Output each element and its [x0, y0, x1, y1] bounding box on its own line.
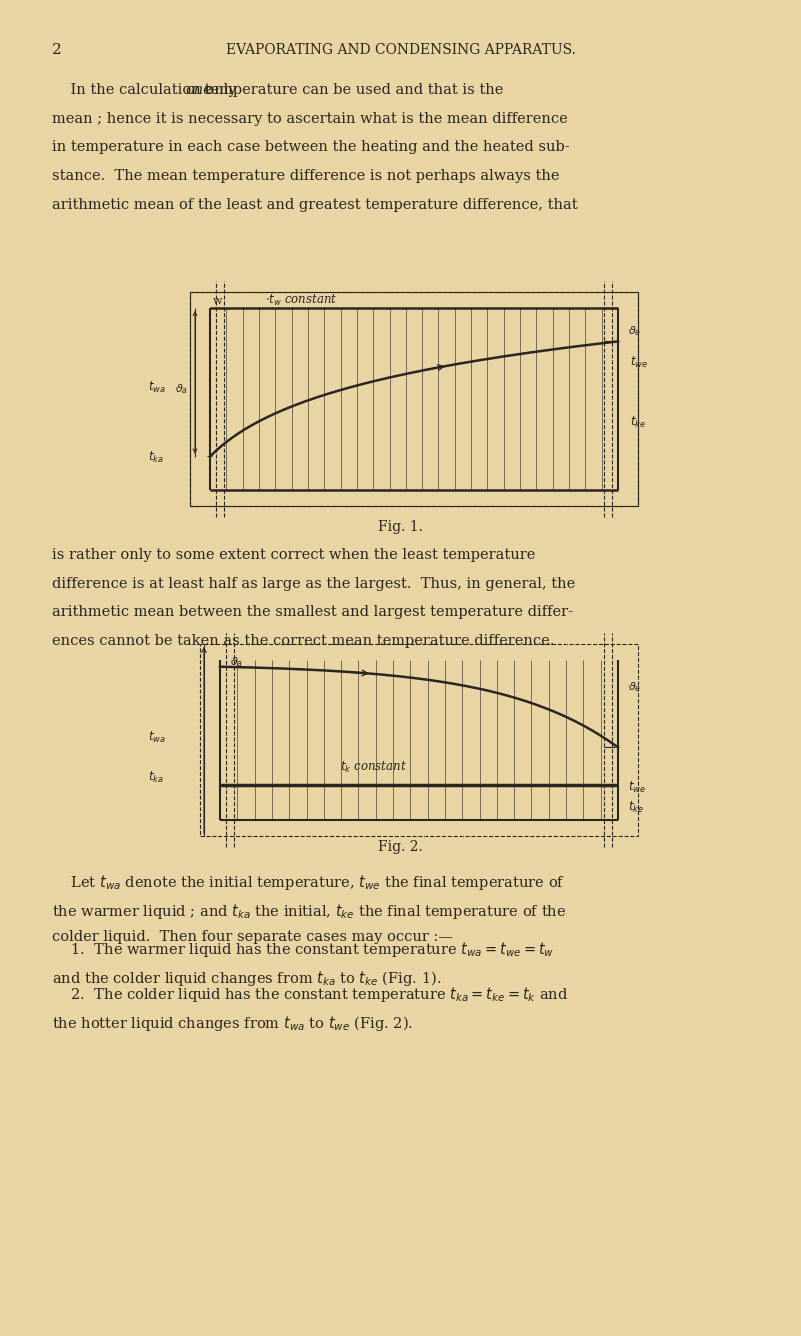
- Text: one: one: [186, 83, 212, 96]
- Text: $\vartheta_e$: $\vartheta_e$: [628, 325, 642, 338]
- Text: EVAPORATING AND CONDENSING APPARATUS.: EVAPORATING AND CONDENSING APPARATUS.: [226, 43, 575, 56]
- Bar: [200, 644, 638, 836]
- Bar: [190, 293, 638, 506]
- Text: $\cdot t_w$ constant: $\cdot t_w$ constant: [265, 293, 337, 309]
- Text: $\vartheta_a$: $\vartheta_a$: [230, 655, 244, 669]
- Text: In the calculation only: In the calculation only: [52, 83, 241, 96]
- Text: $t_{wa}$: $t_{wa}$: [148, 729, 166, 745]
- Text: $t_{ke}$: $t_{ke}$: [628, 800, 644, 815]
- Text: mean ; hence it is necessary to ascertain what is the mean difference: mean ; hence it is necessary to ascertai…: [52, 112, 568, 126]
- Text: Fig. 2.: Fig. 2.: [378, 840, 423, 854]
- Text: the hotter liquid changes from $t_{wa}$ to $t_{we}$ (Fig. 2).: the hotter liquid changes from $t_{wa}$ …: [52, 1014, 413, 1033]
- Text: $t_{wa}$: $t_{wa}$: [148, 379, 166, 395]
- Text: and the colder liquid changes from $t_{ka}$ to $t_{ke}$ (Fig. 1).: and the colder liquid changes from $t_{k…: [52, 969, 441, 987]
- Text: w: w: [213, 297, 223, 306]
- Text: stance.  The mean temperature difference is not perhaps always the: stance. The mean temperature difference …: [52, 170, 560, 183]
- Text: $t_{ka}$: $t_{ka}$: [148, 450, 164, 465]
- Text: $t_{ka}$: $t_{ka}$: [148, 770, 164, 786]
- Text: 2.  The colder liquid has the constant temperature $t_{ka} = t_{ke} = t_k$ and: 2. The colder liquid has the constant te…: [52, 985, 568, 1003]
- Text: the warmer liquid ; and $t_{ka}$ the initial, $t_{ke}$ the final temperature of : the warmer liquid ; and $t_{ka}$ the ini…: [52, 902, 566, 921]
- Text: arithmetic mean between the smallest and largest temperature differ-: arithmetic mean between the smallest and…: [52, 605, 573, 620]
- Text: Fig. 1.: Fig. 1.: [378, 520, 423, 534]
- Text: $t_k$ constant: $t_k$ constant: [340, 760, 407, 775]
- Text: ences cannot be taken as the correct mean temperature difference.: ences cannot be taken as the correct mea…: [52, 635, 554, 648]
- Text: $\vartheta_a$: $\vartheta_a$: [175, 382, 188, 395]
- Text: arithmetic mean of the least and greatest temperature difference, that: arithmetic mean of the least and greates…: [52, 198, 578, 211]
- Text: 2: 2: [52, 43, 62, 56]
- Text: difference is at least half as large as the largest.  Thus, in general, the: difference is at least half as large as …: [52, 577, 575, 591]
- Text: $t_{ke}$: $t_{ke}$: [630, 415, 646, 430]
- Text: colder liquid.  Then four separate cases may occur :—: colder liquid. Then four separate cases …: [52, 930, 453, 945]
- Text: is rather only to some extent correct when the least temperature: is rather only to some extent correct wh…: [52, 548, 535, 562]
- Text: 1.  The warmer liquid has the constant temperature $t_{wa} = t_{we} = t_w$: 1. The warmer liquid has the constant te…: [52, 941, 554, 959]
- Text: $t_{we}$: $t_{we}$: [630, 355, 648, 370]
- Text: Let $t_{wa}$ denote the initial temperature, $t_{we}$ the final temperature of: Let $t_{wa}$ denote the initial temperat…: [52, 872, 566, 892]
- Text: in temperature in each case between the heating and the heated sub-: in temperature in each case between the …: [52, 140, 570, 154]
- Bar: [190, 293, 638, 506]
- Text: $\vartheta_e$: $\vartheta_e$: [628, 680, 642, 693]
- Text: temperature can be used and that is the: temperature can be used and that is the: [199, 83, 503, 96]
- Text: $t_{we}$: $t_{we}$: [628, 780, 646, 795]
